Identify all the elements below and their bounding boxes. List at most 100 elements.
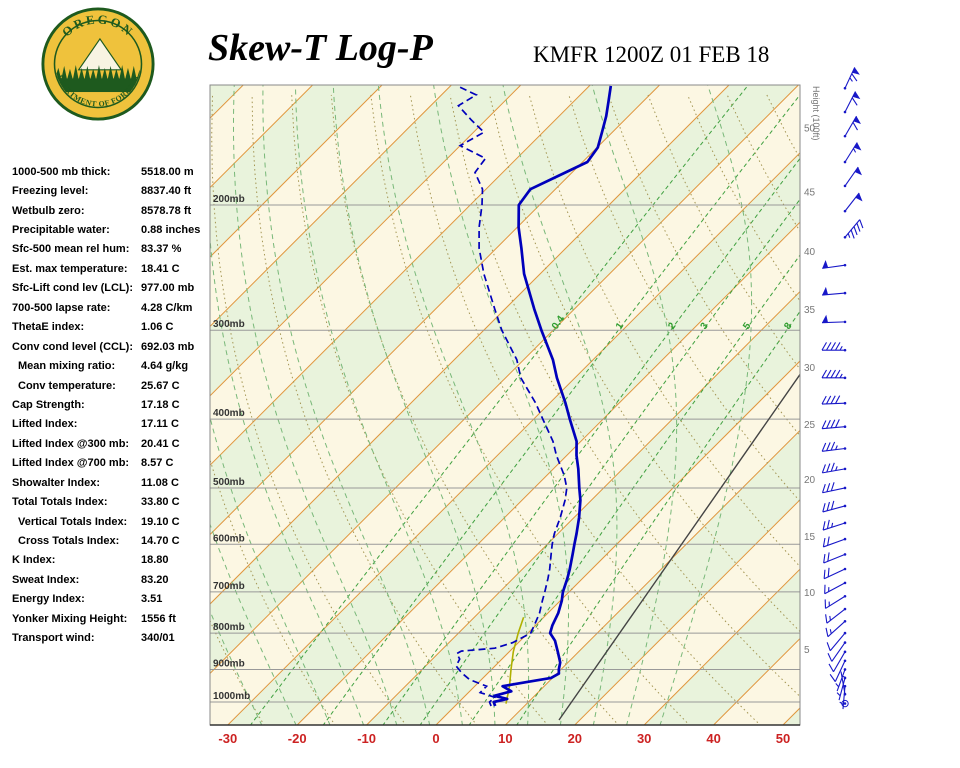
wind-barb	[839, 684, 847, 710]
index-value: 1.06 C	[141, 321, 174, 334]
wind-barb	[822, 536, 847, 548]
moist-adiabats	[210, 85, 753, 725]
index-row: Yonker Mixing Height: 1556 ft	[12, 609, 212, 628]
index-label: Yonker Mixing Height:	[12, 612, 128, 625]
height-axis: 50 45 40 35 30 25 20 15 10 5 Height (100ft)	[804, 86, 821, 656]
wind-barb	[843, 91, 861, 114]
svg-text:5: 5	[741, 320, 753, 331]
index-row: Wetbulb zero: 8578.78 ft	[12, 201, 212, 220]
index-row: K Index: 18.80	[12, 551, 212, 570]
index-row: Mean mixing ratio: 4.64 g/kg	[12, 356, 212, 375]
wind-barb	[843, 142, 862, 164]
svg-text:25: 25	[804, 420, 816, 431]
index-value: 11.08 C	[141, 476, 179, 489]
svg-text:20: 20	[568, 731, 582, 746]
svg-text:10: 10	[498, 731, 512, 746]
svg-text:35: 35	[804, 305, 816, 316]
wind-barb	[843, 192, 863, 213]
index-row: Sweat Index: 83.20	[12, 570, 212, 589]
pressure-labels: 200mb 300mb 400mb 500mb 600mb 700mb 800mb 900mb…	[213, 194, 250, 702]
svg-text:-20: -20	[288, 731, 307, 746]
wind-barb	[822, 286, 847, 296]
aux-line	[558, 373, 800, 721]
index-value: 19.10 C	[141, 515, 180, 528]
wind-barb	[836, 676, 847, 701]
wind-barb	[822, 500, 847, 513]
pressure-lines	[210, 204, 800, 703]
svg-text:50: 50	[776, 731, 790, 746]
index-row: Cross Totals Index: 14.70 C	[12, 531, 212, 550]
wind-barb	[823, 567, 847, 580]
index-label: Lifted Index @700 mb:	[12, 457, 130, 470]
svg-text:5: 5	[804, 645, 810, 656]
wind-barb	[821, 342, 847, 352]
index-value: 977.00 mb	[141, 282, 195, 295]
indices-panel: 1000-500 mb thick: 5518.00 m Freezing leve…	[12, 162, 212, 648]
index-value: 4.28 C/km	[141, 301, 193, 314]
wind-barb	[843, 219, 864, 239]
svg-text:30: 30	[637, 731, 651, 746]
index-label: Wetbulb zero:	[12, 204, 85, 217]
svg-text:-10: -10	[357, 731, 376, 746]
x-axis-labels: -30 -20 -10 0 10 20 30 40 50	[218, 731, 790, 746]
index-value: 18.80	[141, 554, 169, 567]
index-value: 33.80 C	[141, 496, 180, 509]
wind-barb	[828, 650, 847, 673]
svg-text:40: 40	[706, 731, 720, 746]
svg-text:600mb: 600mb	[213, 533, 245, 544]
index-row: Est. max temperature: 18.41 C	[12, 259, 212, 278]
svg-text:2: 2	[666, 320, 678, 331]
wind-barb	[821, 482, 847, 494]
index-row: 700-500 lapse rate: 4.28 C/km	[12, 298, 212, 317]
index-row: Lifted Index: 17.11 C	[12, 415, 212, 434]
index-value: 340/01	[141, 632, 175, 645]
index-label: Lifted Index @300 mb:	[12, 437, 130, 450]
wind-barb	[823, 552, 847, 564]
index-label: Est. max temperature:	[12, 262, 128, 275]
index-label: 1000-500 mb thick:	[12, 165, 111, 178]
wind-barb	[821, 369, 847, 380]
index-label: 700-500 lapse rate:	[12, 301, 111, 314]
wind-barb	[821, 314, 847, 324]
svg-text:40: 40	[804, 247, 816, 258]
index-value: 8.57 C	[141, 457, 174, 470]
svg-text:500mb: 500mb	[213, 477, 245, 488]
svg-text:Height (100ft): Height (100ft)	[811, 86, 821, 141]
wind-barb	[835, 668, 847, 692]
dewpoint-line	[455, 85, 568, 707]
index-value: 8578.78 ft	[141, 204, 192, 217]
index-label: K Index:	[12, 554, 56, 567]
index-label: Sweat Index:	[12, 573, 80, 586]
svg-text:50: 50	[804, 123, 816, 134]
index-label: Sfc-500 mean rel hum:	[12, 243, 130, 256]
index-row: Transport wind: 340/01	[12, 629, 212, 648]
index-value: 1556 ft	[141, 612, 176, 625]
index-row: Lifted Index @700 mb: 8.57 C	[12, 454, 212, 473]
wind-barb	[822, 260, 847, 269]
index-label: Cross Totals Index:	[18, 535, 120, 548]
svg-text:800mb: 800mb	[213, 622, 245, 633]
index-value: 18.41 C	[141, 262, 180, 275]
temperature-line	[492, 85, 613, 707]
index-label: Lifted Index:	[12, 418, 78, 431]
index-label: ThetaE index:	[12, 321, 85, 334]
svg-text:0: 0	[432, 731, 439, 746]
index-value: 692.03 mb	[141, 340, 195, 353]
index-label: Energy Index:	[12, 593, 85, 606]
index-value: 17.11 C	[141, 418, 179, 431]
index-value: 25.67 C	[141, 379, 180, 392]
svg-text:1000mb: 1000mb	[213, 691, 250, 702]
wind-barb	[822, 519, 847, 531]
wind-barb	[821, 395, 847, 405]
svg-text:900mb: 900mb	[213, 658, 245, 669]
svg-text:400mb: 400mb	[213, 408, 245, 419]
svg-text:15: 15	[804, 532, 816, 543]
index-row: Conv cond level (CCL): 692.03 mb	[12, 337, 212, 356]
index-value: 4.64 g/kg	[141, 360, 189, 373]
wind-barb	[827, 641, 847, 662]
svg-text:20: 20	[804, 475, 816, 486]
wind-barb	[824, 581, 847, 595]
wind-barb	[821, 441, 847, 452]
index-value: 8837.40 ft	[141, 185, 192, 198]
odf-logo-seal: OREGON DEPARTMENT OF FORESTRY	[41, 7, 155, 121]
